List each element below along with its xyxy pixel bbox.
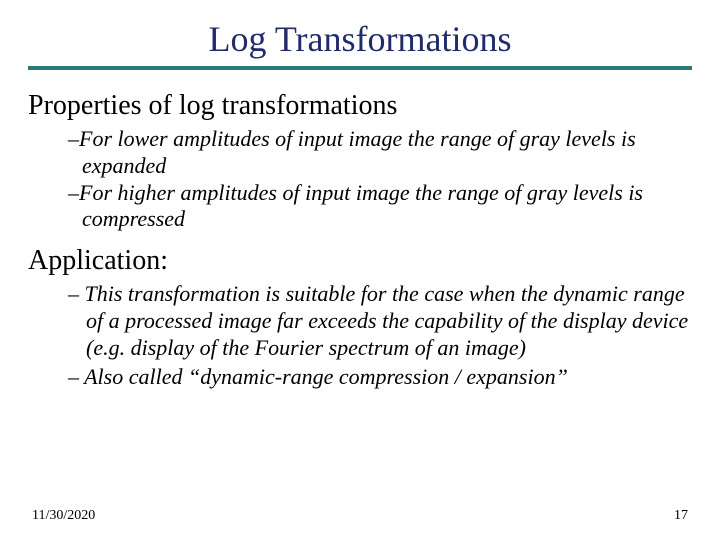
- footer-date: 11/30/2020: [32, 508, 95, 524]
- list-item-text: This transformation is suitable for the …: [85, 281, 689, 360]
- slide-title: Log Transformations: [28, 18, 692, 66]
- footer: 11/30/2020 17: [32, 508, 688, 524]
- list-item: For higher amplitudes of input image the…: [68, 180, 692, 234]
- list-item: Also called “dynamic-range compression /…: [68, 364, 692, 391]
- list-item-text: Also called “dynamic-range compression /…: [84, 364, 568, 389]
- list-item: This transformation is suitable for the …: [68, 281, 692, 361]
- list-item: For lower amplitudes of input image the …: [68, 126, 692, 180]
- bullet-list-application: This transformation is suitable for the …: [68, 281, 692, 390]
- section-heading-properties: Properties of log transformations: [28, 90, 692, 122]
- title-underline: [28, 66, 692, 70]
- list-item-text: For higher amplitudes of input image the…: [79, 180, 643, 232]
- bullet-list-properties: For lower amplitudes of input image the …: [68, 126, 692, 233]
- dash-icon: [68, 281, 79, 306]
- dash-icon: [68, 364, 79, 389]
- dash-icon: [68, 126, 79, 151]
- footer-page-number: 17: [674, 508, 688, 524]
- section-heading-application: Application:: [28, 245, 692, 277]
- dash-icon: [68, 180, 79, 205]
- list-item-text: For lower amplitudes of input image the …: [79, 126, 636, 178]
- slide: Log Transformations Properties of log tr…: [0, 0, 720, 540]
